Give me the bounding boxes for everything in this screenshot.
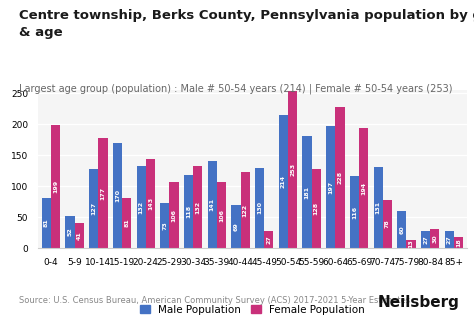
Text: 41: 41 [77,231,82,240]
Text: 177: 177 [100,187,106,200]
Text: 122: 122 [243,204,248,217]
Bar [326,126,335,248]
Text: 128: 128 [314,202,319,215]
Bar [98,138,108,248]
Text: Centre township, Berks County, Pennsylvania population by gender
& age: Centre township, Berks County, Pennsylva… [19,9,474,40]
Text: 253: 253 [290,163,295,176]
Bar [65,216,74,248]
Bar [383,200,392,248]
Text: 132: 132 [138,201,144,214]
Text: 69: 69 [233,222,238,231]
Bar [169,182,179,248]
Bar [406,240,416,248]
Bar [302,136,311,248]
Bar [430,229,439,248]
Bar [160,203,169,248]
Text: 30: 30 [432,234,438,243]
Text: 228: 228 [337,171,343,184]
Text: 81: 81 [124,219,129,227]
Bar [421,231,430,248]
Text: 127: 127 [91,202,96,215]
Bar [335,107,345,248]
Text: 27: 27 [447,235,452,244]
Text: 81: 81 [44,219,49,227]
Text: 170: 170 [115,189,120,202]
Text: 181: 181 [304,185,310,198]
Text: 143: 143 [148,197,153,210]
Bar [51,125,60,248]
Bar [184,175,193,248]
Text: 130: 130 [257,201,262,214]
Text: 214: 214 [281,175,286,188]
Bar [240,173,250,248]
Bar [255,167,264,248]
Text: 106: 106 [219,209,224,222]
Text: Neilsberg: Neilsberg [378,295,460,310]
Text: 13: 13 [409,240,414,248]
Text: 60: 60 [399,225,404,234]
Text: 118: 118 [186,205,191,218]
Bar [359,128,368,248]
Bar [75,223,84,248]
Text: 197: 197 [328,180,333,194]
Text: 116: 116 [352,206,357,219]
Bar [208,161,217,248]
Bar [146,160,155,248]
Text: 131: 131 [375,201,381,214]
Bar [137,166,146,248]
Text: 52: 52 [67,228,73,236]
Bar [113,143,122,248]
Bar [374,167,383,248]
Text: 194: 194 [361,181,366,195]
Bar [89,169,98,248]
Text: 106: 106 [172,209,177,222]
Text: 199: 199 [53,180,58,193]
Bar [350,176,359,248]
Text: 78: 78 [385,220,390,228]
Bar [193,166,202,248]
Bar [122,198,131,248]
Bar [217,182,226,248]
Text: Largest age group (population) : Male # 50-54 years (214) | Female # 50-54 years: Largest age group (population) : Male # … [19,84,453,94]
Text: Source: U.S. Census Bureau, American Community Survey (ACS) 2017-2021 5-Year Est: Source: U.S. Census Bureau, American Com… [19,296,410,305]
Bar [397,211,406,248]
Bar [279,115,288,248]
Bar [264,231,273,248]
Legend: Male Population, Female Population: Male Population, Female Population [136,301,369,316]
Text: 27: 27 [266,235,272,244]
Text: 27: 27 [423,235,428,244]
Text: 18: 18 [456,238,461,247]
Text: 73: 73 [162,221,167,230]
Bar [288,91,297,248]
Bar [445,231,454,248]
Bar [311,169,321,248]
Text: 141: 141 [210,198,215,211]
Bar [231,205,240,248]
Bar [454,237,463,248]
Text: 132: 132 [195,201,201,214]
Bar [42,198,51,248]
